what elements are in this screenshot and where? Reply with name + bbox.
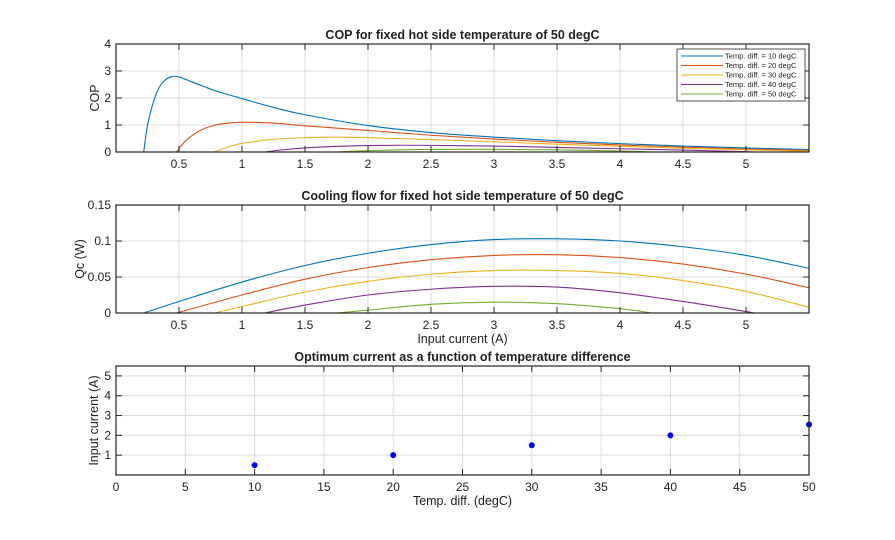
y-tick-label: 0 bbox=[104, 306, 111, 320]
axes-box bbox=[115, 204, 810, 314]
series-line-1 bbox=[143, 75, 809, 152]
chart-title: Optimum current as a function of tempera… bbox=[294, 350, 630, 364]
legend-label: Temp. diff. = 30 degC bbox=[725, 71, 797, 80]
x-tick-label: 3 bbox=[491, 318, 498, 332]
y-tick-label: 0 bbox=[104, 145, 111, 159]
y-axis-label: Qc (W) bbox=[73, 239, 87, 279]
x-tick-label: 3.5 bbox=[549, 318, 566, 332]
x-tick-label: 0.5 bbox=[171, 318, 188, 332]
x-tick-label: 3 bbox=[491, 157, 498, 171]
x-tick-label: 4.5 bbox=[675, 157, 692, 171]
data-point bbox=[667, 432, 674, 439]
y-axis-label: Input current (A) bbox=[87, 375, 101, 465]
y-tick-label: 5 bbox=[104, 369, 111, 383]
y-axis-label: COP bbox=[88, 84, 102, 111]
x-tick-label: 0.5 bbox=[171, 157, 188, 171]
x-tick-label: 1.5 bbox=[297, 318, 314, 332]
x-tick-label: 1 bbox=[239, 318, 246, 332]
y-tick-label: 1 bbox=[104, 448, 111, 462]
subplot-2: 0.5 1 1.5 2 2.5 3 3.5 4 4.5 5 0 0.05 0.1 0.15 Cooling … bbox=[73, 189, 810, 346]
chart-title: Cooling flow for fixed hot side temperat… bbox=[301, 189, 623, 203]
data-point bbox=[251, 462, 258, 469]
x-tick-label: 50 bbox=[802, 480, 816, 494]
legend-label: Temp. diff. = 20 degC bbox=[725, 61, 797, 70]
series-line-5 bbox=[336, 148, 652, 152]
x-tick-label: 2.5 bbox=[423, 318, 440, 332]
y-tick-label: 4 bbox=[104, 37, 111, 51]
data-point bbox=[390, 452, 397, 459]
x-tick-label: 4 bbox=[617, 318, 624, 332]
series-line-3 bbox=[214, 269, 809, 313]
x-tick-label: 40 bbox=[664, 480, 678, 494]
y-tick-label: 3 bbox=[104, 64, 111, 78]
series-line-2 bbox=[176, 121, 809, 152]
x-tick-label: 20 bbox=[387, 480, 401, 494]
legend-label: Temp. diff. = 50 degC bbox=[725, 90, 797, 99]
y-tick-label: 3 bbox=[104, 409, 111, 423]
y-tick-label: 0.1 bbox=[94, 234, 111, 248]
x-tick-label: 1.5 bbox=[297, 157, 314, 171]
series-line-4 bbox=[264, 285, 754, 313]
x-tick-label: 15 bbox=[317, 480, 331, 494]
y-tick-label: 1 bbox=[104, 118, 111, 132]
x-axis-label: Input current (A) bbox=[417, 332, 507, 346]
series-line-2 bbox=[176, 253, 809, 313]
x-tick-label: 5 bbox=[182, 480, 189, 494]
x-tick-label: 5 bbox=[743, 157, 750, 171]
chart-title: COP for fixed hot side temperature of 50… bbox=[325, 28, 599, 42]
data-point bbox=[528, 442, 535, 449]
x-tick-label: 35 bbox=[594, 480, 608, 494]
series-line-3 bbox=[214, 136, 809, 152]
legend-label: Temp. diff. = 40 degC bbox=[725, 80, 797, 89]
x-tick-label: 2 bbox=[365, 157, 372, 171]
x-tick-label: 30 bbox=[525, 480, 539, 494]
x-tick-label: 5 bbox=[743, 318, 750, 332]
x-tick-label: 0 bbox=[113, 480, 120, 494]
x-tick-label: 45 bbox=[733, 480, 747, 494]
x-axis-label: Temp. diff. (degC) bbox=[413, 494, 512, 508]
y-tick-label: 0.05 bbox=[88, 270, 112, 284]
legend-label: Temp. diff. = 10 degC bbox=[725, 52, 797, 61]
y-tick-label: 4 bbox=[104, 389, 111, 403]
y-tick-label: 0.15 bbox=[88, 198, 112, 212]
y-tick-label: 2 bbox=[104, 91, 111, 105]
x-tick-label: 4.5 bbox=[675, 318, 692, 332]
x-tick-label: 2.5 bbox=[423, 157, 440, 171]
y-tick-label: 2 bbox=[104, 428, 111, 442]
x-tick-label: 2 bbox=[365, 318, 372, 332]
x-tick-label: 3.5 bbox=[549, 157, 566, 171]
x-tick-label: 4 bbox=[617, 157, 624, 171]
x-tick-label: 1 bbox=[239, 157, 246, 171]
subplot-1: 0.5 1 1.5 2 2.5 3 3.5 4 4.5 5 0 1 2 3 4 COP for fixed h… bbox=[88, 28, 810, 171]
x-tick-label: 25 bbox=[456, 480, 470, 494]
series-line-1 bbox=[143, 238, 809, 313]
x-tick-label: 10 bbox=[248, 480, 262, 494]
plot-area bbox=[116, 205, 809, 313]
